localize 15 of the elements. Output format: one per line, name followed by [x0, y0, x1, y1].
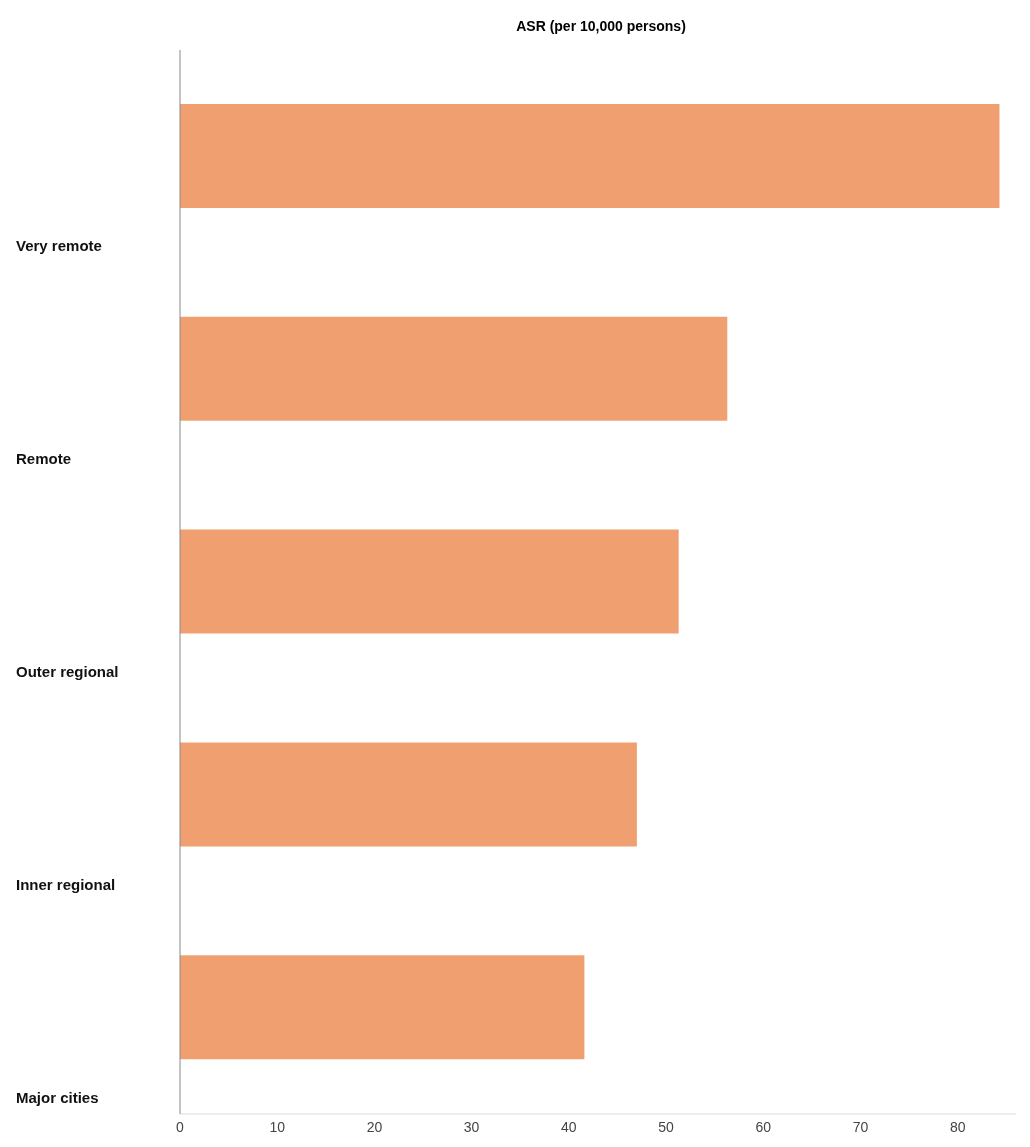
y-tick-label: Very remote	[16, 237, 102, 255]
y-tick-label: Outer regional	[16, 663, 119, 680]
x-tick-label: 30	[463, 1118, 480, 1135]
x-tick-label: 20	[366, 1118, 383, 1135]
y-tick-label: Major cities	[16, 1088, 99, 1106]
y-tick-label: Inner regional	[16, 875, 116, 893]
x-tick-label: 0	[176, 1118, 185, 1135]
x-axis-title: ASR (per 10,000 persons)	[515, 17, 687, 36]
y-tick-label: Remote	[16, 450, 72, 468]
x-tick-label: 80	[949, 1118, 966, 1135]
x-tick-label: 70	[852, 1118, 869, 1135]
x-tick-label: 10	[269, 1118, 286, 1135]
x-tick-label: 50	[658, 1118, 675, 1135]
x-tick-label: 60	[755, 1118, 772, 1135]
x-tick-label: 40	[561, 1118, 577, 1135]
